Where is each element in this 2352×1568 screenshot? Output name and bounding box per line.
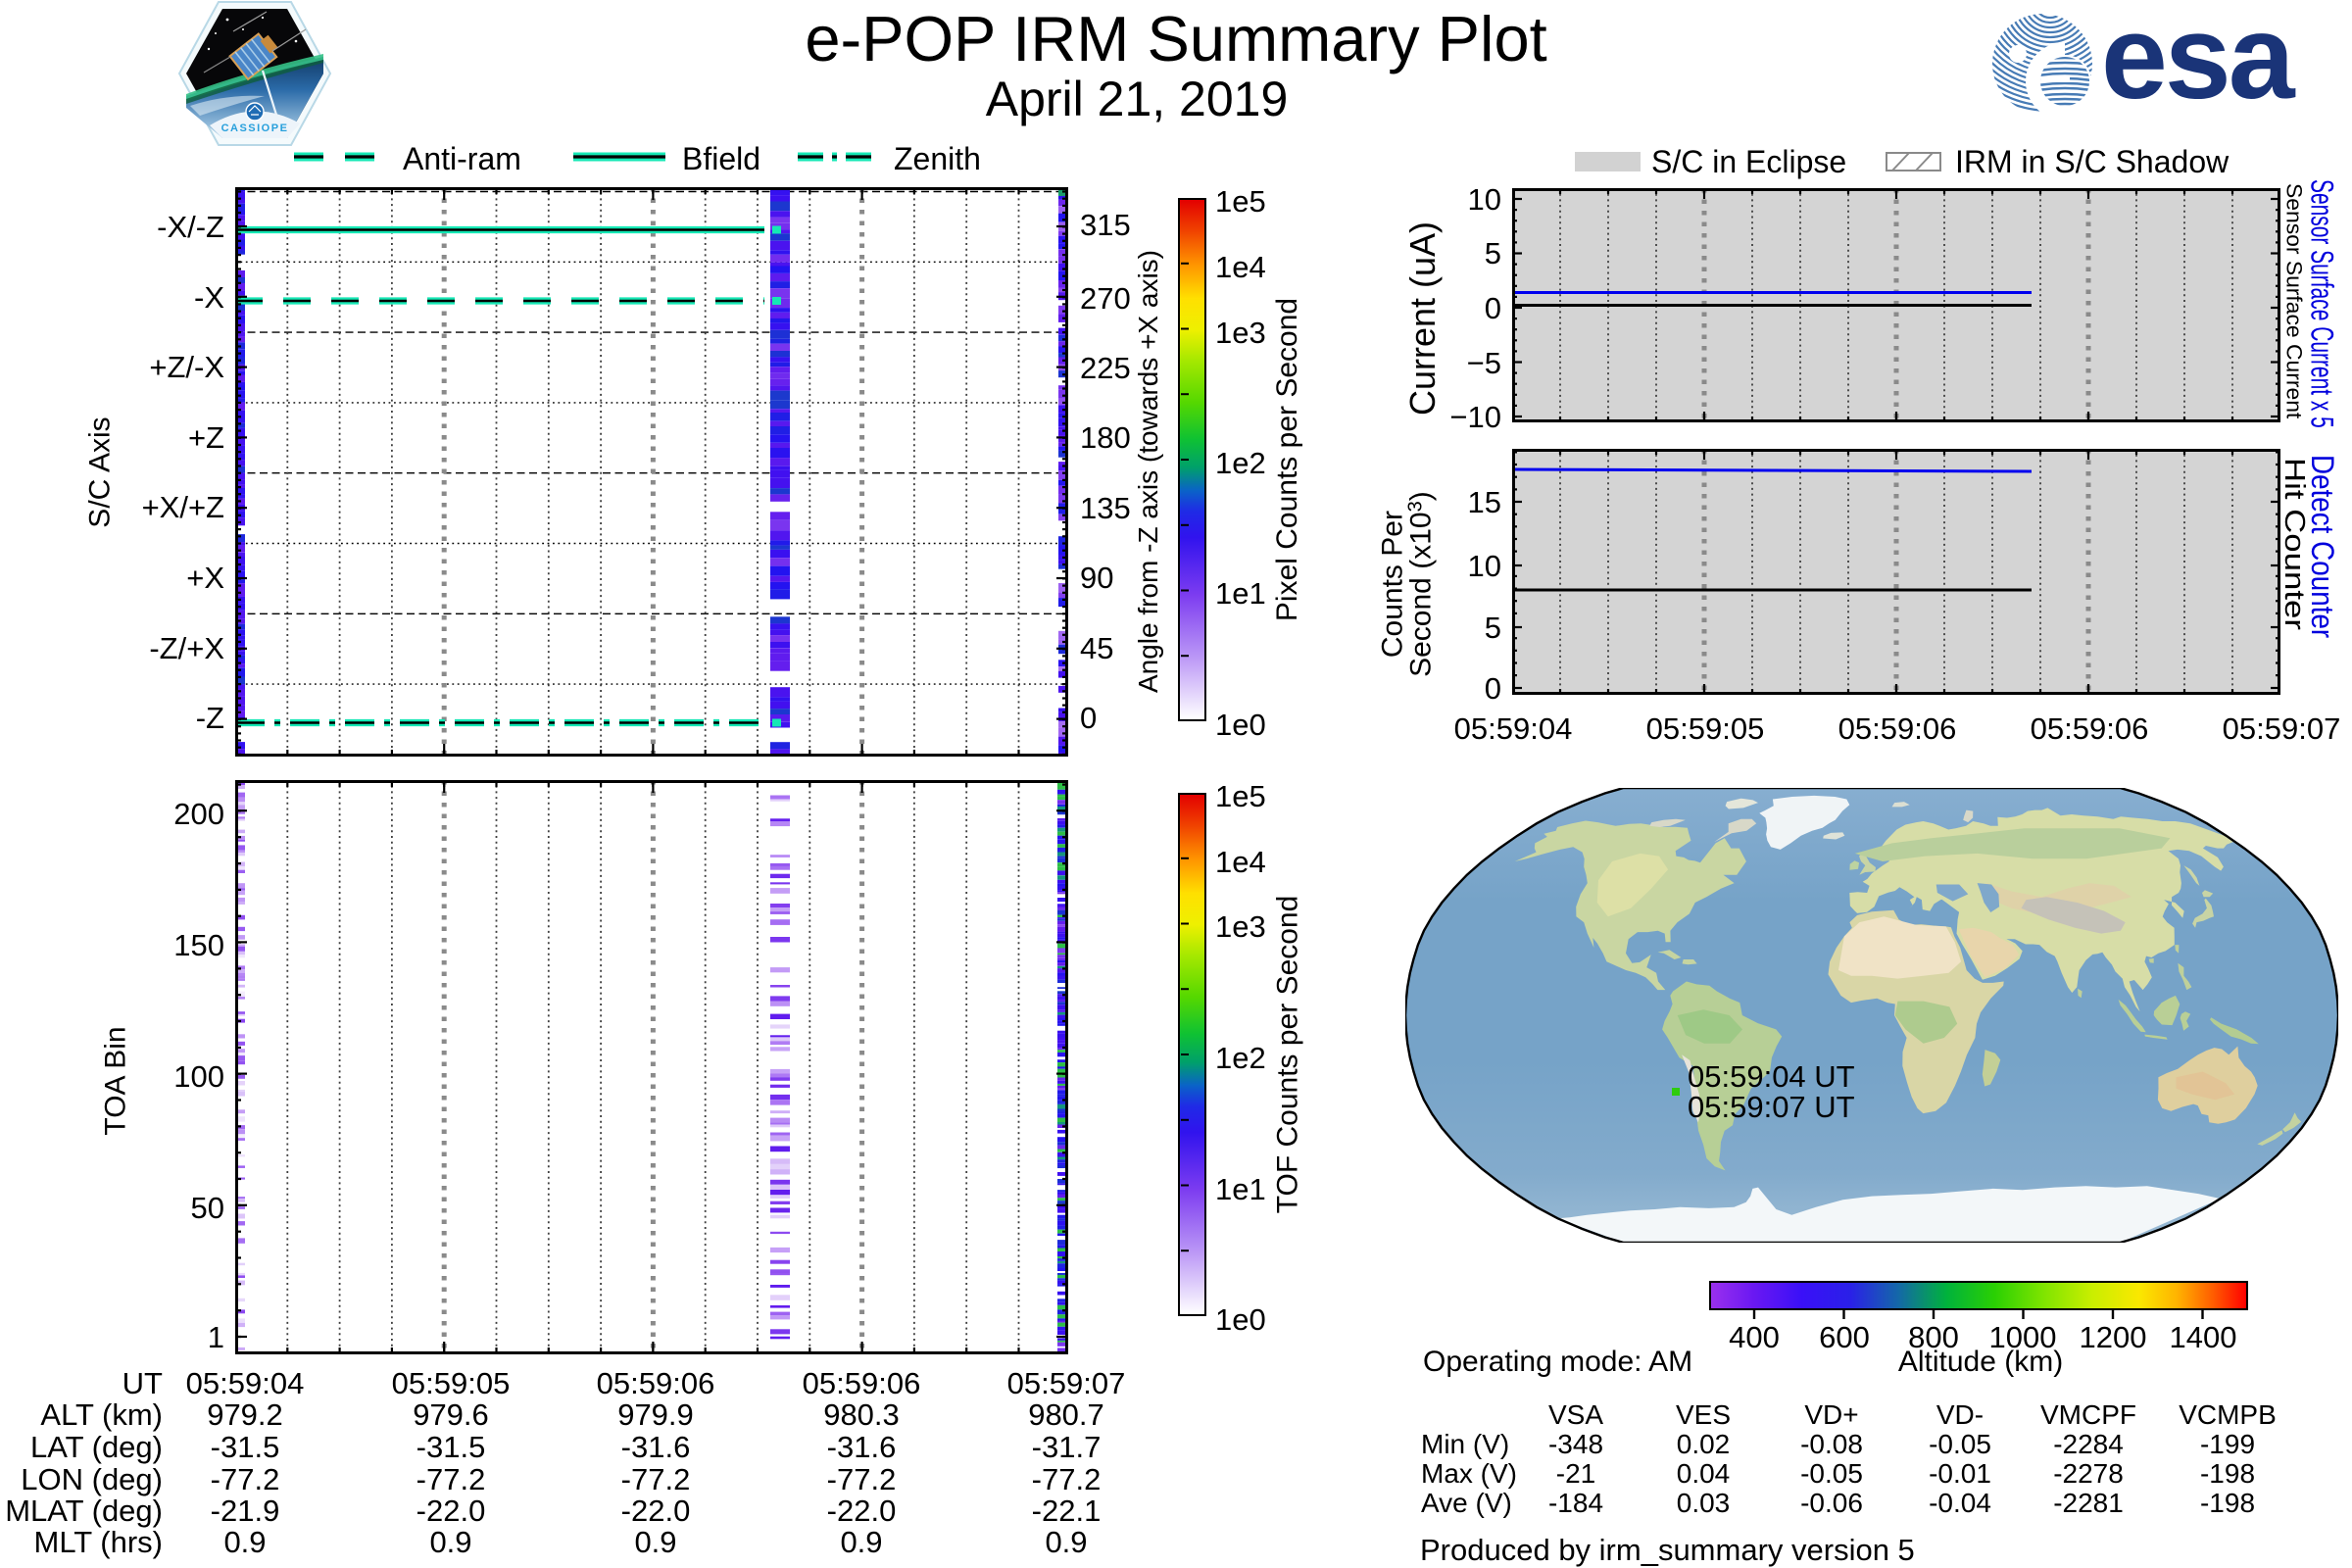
svg-text:CASSIOPE: CASSIOPE (221, 122, 289, 134)
svg-text:Sensor Surface Current: Sensor Surface Current (2282, 183, 2307, 419)
svg-text:esa: esa (2101, 12, 2296, 122)
svg-text:Hit Counter: Hit Counter (2279, 458, 2312, 630)
svg-text:Sensor Surface Current x 5: Sensor Surface Current x 5 (2304, 179, 2338, 428)
svg-text:Detect Counter: Detect Counter (2304, 455, 2338, 638)
